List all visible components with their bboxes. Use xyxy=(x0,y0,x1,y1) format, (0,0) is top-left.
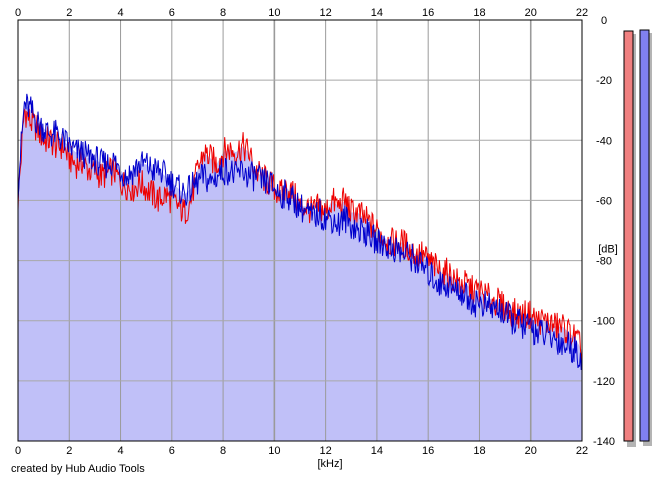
x-tick-label-bottom: 6 xyxy=(169,445,175,457)
x-tick-label-bottom: 16 xyxy=(422,445,434,457)
x-tick-label-top: 18 xyxy=(473,7,485,19)
level-meter-right xyxy=(639,29,650,442)
x-tick-label-top: 8 xyxy=(220,7,226,19)
x-tick-label-top: 10 xyxy=(268,7,280,19)
y-tick-label: -100 xyxy=(593,316,615,328)
x-tick-label-bottom: 0 xyxy=(15,445,21,457)
x-tick-label-top: 22 xyxy=(576,7,588,19)
x-tick-label-top: 4 xyxy=(117,7,123,19)
x-tick-label-bottom: 20 xyxy=(525,445,537,457)
y-tick-label: -120 xyxy=(593,376,615,388)
y-axis-label: [dB] xyxy=(598,244,618,256)
x-axis-label: [kHz] xyxy=(317,458,342,470)
x-tick-label-top: 6 xyxy=(169,7,175,19)
x-tick-label-bottom: 2 xyxy=(66,445,72,457)
y-tick-label: -40 xyxy=(596,135,612,147)
x-tick-label-bottom: 14 xyxy=(371,445,383,457)
x-tick-label-top: 12 xyxy=(320,7,332,19)
x-tick-label-top: 16 xyxy=(422,7,434,19)
x-tick-label-bottom: 8 xyxy=(220,445,226,457)
y-tick-label: 0 xyxy=(601,15,607,27)
x-tick-label-bottom: 4 xyxy=(117,445,123,457)
credit-text: created by Hub Audio Tools xyxy=(11,463,145,475)
y-tick-label: -140 xyxy=(593,436,615,448)
y-tick-label: -60 xyxy=(596,195,612,207)
x-tick-label-bottom: 18 xyxy=(473,445,485,457)
y-tick-label: -80 xyxy=(596,256,612,268)
x-tick-label-bottom: 10 xyxy=(268,445,280,457)
x-tick-label-top: 14 xyxy=(371,7,383,19)
series-line-right xyxy=(17,93,583,371)
x-tick-label-bottom: 22 xyxy=(576,445,588,457)
x-tick-label-top: 20 xyxy=(525,7,537,19)
level-meter-left xyxy=(623,30,634,442)
plot-border xyxy=(17,19,583,442)
x-tick-label-top: 2 xyxy=(66,7,72,19)
y-tick-label: -20 xyxy=(596,75,612,87)
x-tick-label-top: 0 xyxy=(15,7,21,19)
x-tick-label-bottom: 12 xyxy=(320,445,332,457)
